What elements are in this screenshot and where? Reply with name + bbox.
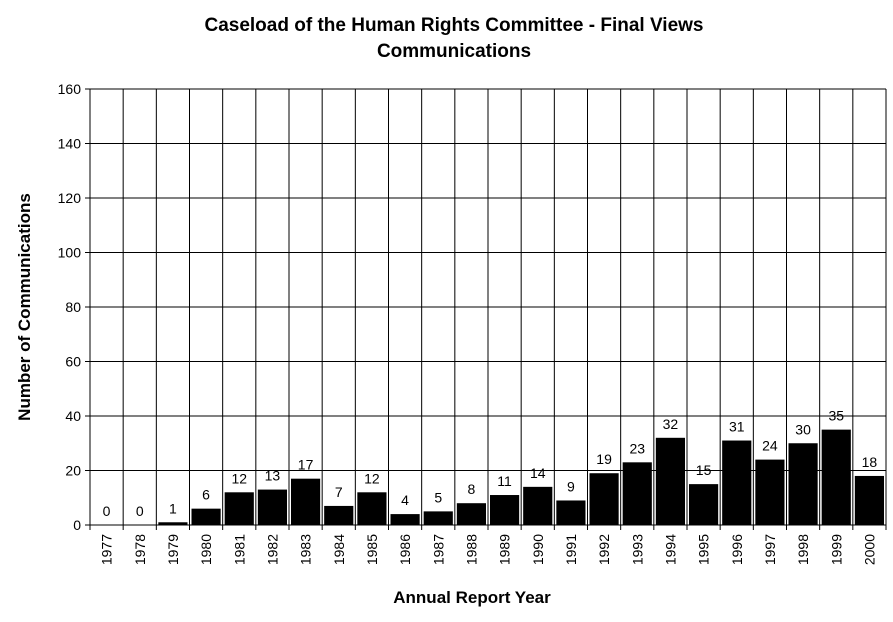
data-label: 19 (596, 451, 612, 467)
bar (556, 500, 586, 525)
bar (423, 511, 453, 525)
x-axis-ticks: 1977 1978 1979 1980 1981 1982 1983 1984 1985 1986… (99, 534, 878, 565)
data-label: 0 (103, 503, 111, 519)
bar (390, 514, 420, 525)
x-tick-label: 1988 (463, 534, 479, 565)
data-label: 12 (364, 470, 380, 486)
data-label: 6 (202, 487, 210, 503)
data-label: 1 (169, 500, 177, 516)
x-axis-title: Annual Report Year (393, 588, 551, 607)
y-tick-label: 40 (65, 408, 81, 424)
bar (191, 508, 221, 525)
bar (490, 495, 520, 525)
bar (257, 489, 287, 525)
data-label: 18 (862, 454, 878, 470)
data-label: 9 (567, 478, 575, 494)
bar (456, 503, 486, 525)
x-tick-label: 1978 (132, 534, 148, 565)
bar (854, 475, 884, 525)
bar (722, 440, 752, 525)
data-label: 13 (265, 468, 281, 484)
bar (523, 486, 553, 525)
x-tick-label: 1987 (430, 534, 446, 565)
data-label: 8 (468, 481, 476, 497)
bar (689, 484, 719, 525)
bar (589, 473, 619, 525)
bars (158, 429, 884, 525)
y-tick-label: 20 (65, 463, 81, 479)
x-tick-label: 1997 (762, 534, 778, 565)
y-tick-label: 160 (58, 81, 82, 97)
x-tick-label: 1992 (596, 534, 612, 565)
bar (224, 492, 254, 525)
x-tick-label: 1989 (497, 534, 513, 565)
data-label: 12 (231, 470, 247, 486)
x-tick-label: 1985 (364, 534, 380, 565)
data-label: 17 (298, 457, 314, 473)
gridlines (85, 88, 887, 530)
x-tick-label: 1977 (99, 534, 115, 565)
x-tick-label: 1993 (629, 534, 645, 565)
bar (755, 459, 785, 525)
bar (324, 505, 354, 525)
bar (158, 522, 188, 525)
x-tick-label: 1999 (828, 534, 844, 565)
y-tick-label: 0 (73, 517, 81, 533)
x-tick-label: 1983 (298, 534, 314, 565)
data-labels: 0 0 1 6 12 13 17 7 12 4 5 8 11 14 9 19 23 32 15 31 24 30 35 18 (103, 408, 878, 519)
x-tick-label: 1979 (165, 534, 181, 565)
data-label: 5 (434, 489, 442, 505)
x-tick-label: 1981 (231, 534, 247, 565)
y-tick-label: 120 (58, 190, 82, 206)
data-label: 35 (828, 408, 844, 424)
data-label: 30 (795, 421, 811, 437)
bar (788, 443, 818, 525)
x-tick-label: 1982 (264, 534, 280, 565)
bar (821, 429, 851, 525)
x-tick-label: 1986 (397, 534, 413, 565)
data-label: 4 (401, 492, 409, 508)
data-label: 31 (729, 419, 745, 435)
x-tick-label: 1980 (198, 534, 214, 565)
data-label: 32 (663, 416, 679, 432)
chart-title: Caseload of the Human Rights Committee -… (204, 15, 703, 36)
x-tick-label: 1984 (331, 534, 347, 565)
x-tick-label: 1994 (662, 534, 678, 565)
bar (622, 462, 652, 525)
x-tick-label: 1995 (696, 534, 712, 565)
x-tick-label: 1991 (563, 534, 579, 565)
y-axis-title: Number of Communications (15, 193, 34, 421)
chart-subtitle: Communications (377, 41, 531, 62)
bar (357, 492, 387, 525)
data-label: 11 (497, 473, 512, 489)
y-tick-label: 140 (58, 136, 82, 152)
bar (291, 478, 321, 525)
y-tick-label: 80 (65, 299, 81, 315)
data-label: 23 (629, 440, 645, 456)
bar (655, 437, 685, 525)
x-tick-label: 1996 (729, 534, 745, 565)
x-tick-label: 2000 (861, 534, 877, 565)
x-tick-label: 1990 (530, 534, 546, 565)
y-axis-ticks: 0 20 40 60 80 100 120 140 160 (58, 81, 82, 533)
data-label: 0 (136, 503, 144, 519)
data-label: 7 (335, 484, 343, 500)
x-tick-label: 1998 (795, 534, 811, 565)
y-tick-label: 100 (58, 245, 82, 261)
data-label: 14 (530, 465, 546, 481)
data-label: 24 (762, 438, 778, 454)
y-tick-label: 60 (65, 354, 81, 370)
data-label: 15 (696, 462, 712, 478)
